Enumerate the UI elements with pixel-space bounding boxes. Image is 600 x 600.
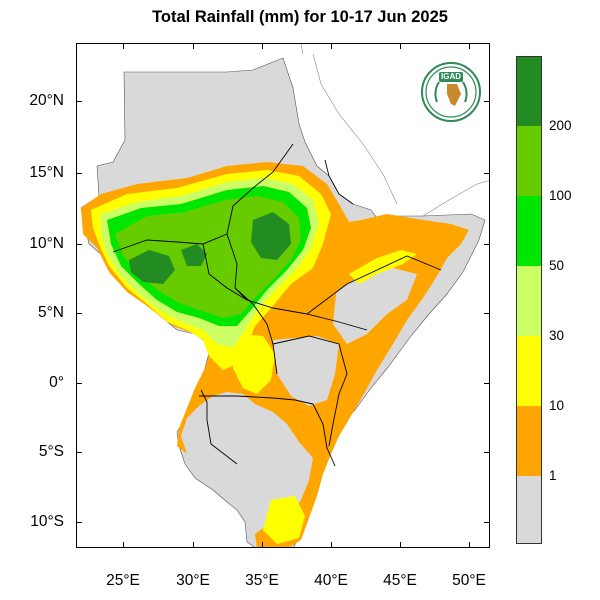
- lon-tick-label: 45°E: [383, 572, 417, 589]
- legend-swatch: [517, 476, 541, 543]
- legend-swatch: [517, 266, 541, 337]
- legend-label: 200: [549, 118, 572, 133]
- rain-band-yellow-lake: [233, 334, 275, 394]
- legend-swatch: [517, 57, 541, 127]
- igad-logo-text: IGAD: [441, 72, 461, 81]
- lat-tick-label: 15°N: [29, 164, 64, 181]
- map-title: Total Rainfall (mm) for 10-17 Jun 2025: [152, 8, 448, 26]
- rain-core-darkgreen-mid: [181, 244, 207, 266]
- lat-tick-label: 0°: [49, 374, 64, 391]
- map-canvas: [80, 44, 489, 547]
- color-legend: [516, 56, 542, 544]
- lat-tick-label: 5°N: [37, 304, 64, 321]
- legend-swatch: [517, 196, 541, 267]
- coastlines: [300, 44, 489, 217]
- igad-logo: IGAD: [421, 62, 481, 122]
- legend-label: 100: [549, 188, 572, 203]
- legend-label: 50: [549, 258, 565, 273]
- dry-patch-east-africa: [273, 336, 339, 406]
- rain-core-darkgreen-east: [251, 212, 291, 260]
- rain-band-yellow-coast: [263, 496, 305, 544]
- country-borders: [112, 143, 442, 467]
- lon-tick-label: 50°E: [452, 572, 486, 589]
- lat-tick-label: 5°S: [38, 443, 64, 460]
- dry-patch-horn: [333, 264, 417, 344]
- lat-tick-label: 10°S: [30, 513, 64, 530]
- legend-label: 30: [549, 328, 565, 343]
- dry-patch-south: [209, 414, 277, 484]
- legend-swatch: [517, 126, 541, 197]
- rain-core-darkgreen-west: [129, 250, 175, 284]
- lon-tick-label: 30°E: [176, 572, 210, 589]
- lon-tick-label: 40°E: [314, 572, 348, 589]
- rainfall-map: IGAD: [76, 43, 490, 548]
- lat-tick-label: 20°N: [29, 92, 64, 109]
- lat-tick-label: 10°N: [29, 235, 64, 252]
- legend-swatch: [517, 336, 541, 407]
- lon-tick-label: 35°E: [245, 572, 279, 589]
- lon-tick-label: 25°E: [106, 572, 140, 589]
- legend-swatch: [517, 406, 541, 477]
- legend-label: 1: [549, 468, 557, 483]
- legend-label: 10: [549, 398, 565, 413]
